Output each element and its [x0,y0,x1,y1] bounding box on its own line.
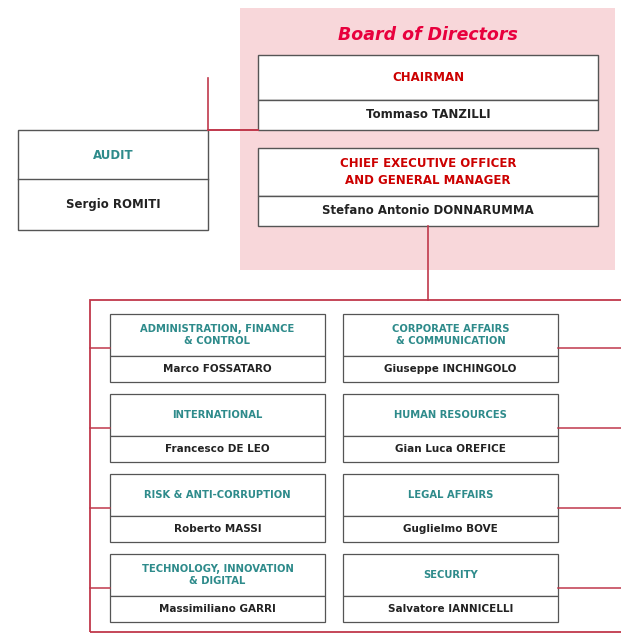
Text: Guglielmo BOVE: Guglielmo BOVE [403,524,498,534]
FancyBboxPatch shape [110,394,325,436]
Text: Salvatore IANNICELLI: Salvatore IANNICELLI [388,604,513,614]
Text: CHAIRMAN: CHAIRMAN [392,71,464,84]
Text: INTERNATIONAL: INTERNATIONAL [172,410,263,420]
FancyBboxPatch shape [110,314,325,356]
Text: CORPORATE AFFAIRS
& COMMUNICATION: CORPORATE AFFAIRS & COMMUNICATION [392,324,509,346]
FancyBboxPatch shape [110,516,325,542]
FancyBboxPatch shape [343,474,558,516]
FancyBboxPatch shape [110,436,325,462]
FancyBboxPatch shape [343,596,558,622]
FancyBboxPatch shape [110,356,325,382]
Text: Sergio ROMITI: Sergio ROMITI [66,198,160,211]
FancyBboxPatch shape [343,314,558,356]
Text: ADMINISTRATION, FINANCE
& CONTROL: ADMINISTRATION, FINANCE & CONTROL [140,324,294,346]
Text: Marco FOSSATARO: Marco FOSSATARO [163,364,272,374]
FancyBboxPatch shape [343,394,558,436]
FancyBboxPatch shape [343,356,558,382]
Text: Gian Luca OREFICE: Gian Luca OREFICE [395,444,506,454]
Text: Stefano Antonio DONNARUMMA: Stefano Antonio DONNARUMMA [322,205,534,218]
Text: Tommaso TANZILLI: Tommaso TANZILLI [366,108,491,121]
Text: Board of Directors: Board of Directors [338,26,517,44]
FancyBboxPatch shape [343,554,558,596]
Text: Roberto MASSI: Roberto MASSI [174,524,261,534]
FancyBboxPatch shape [343,436,558,462]
FancyBboxPatch shape [343,516,558,542]
Text: AUDIT: AUDIT [93,149,134,162]
Text: Francesco DE LEO: Francesco DE LEO [165,444,270,454]
Text: TECHNOLOGY, INNOVATION
& DIGITAL: TECHNOLOGY, INNOVATION & DIGITAL [142,564,294,586]
Text: SECURITY: SECURITY [423,570,478,580]
Text: CHIEF EXECUTIVE OFFICER
AND GENERAL MANAGER: CHIEF EXECUTIVE OFFICER AND GENERAL MANA… [340,157,516,187]
FancyBboxPatch shape [240,8,615,270]
FancyBboxPatch shape [258,148,598,196]
FancyBboxPatch shape [258,55,598,100]
FancyBboxPatch shape [18,130,208,230]
FancyBboxPatch shape [110,474,325,516]
FancyBboxPatch shape [110,596,325,622]
FancyBboxPatch shape [258,100,598,130]
Text: Massimiliano GARRI: Massimiliano GARRI [159,604,276,614]
Text: RISK & ANTI-CORRUPTION: RISK & ANTI-CORRUPTION [144,490,291,500]
FancyBboxPatch shape [110,554,325,596]
FancyBboxPatch shape [258,196,598,226]
Text: HUMAN RESOURCES: HUMAN RESOURCES [394,410,507,420]
Text: LEGAL AFFAIRS: LEGAL AFFAIRS [408,490,493,500]
Text: Giuseppe INCHINGOLO: Giuseppe INCHINGOLO [384,364,517,374]
